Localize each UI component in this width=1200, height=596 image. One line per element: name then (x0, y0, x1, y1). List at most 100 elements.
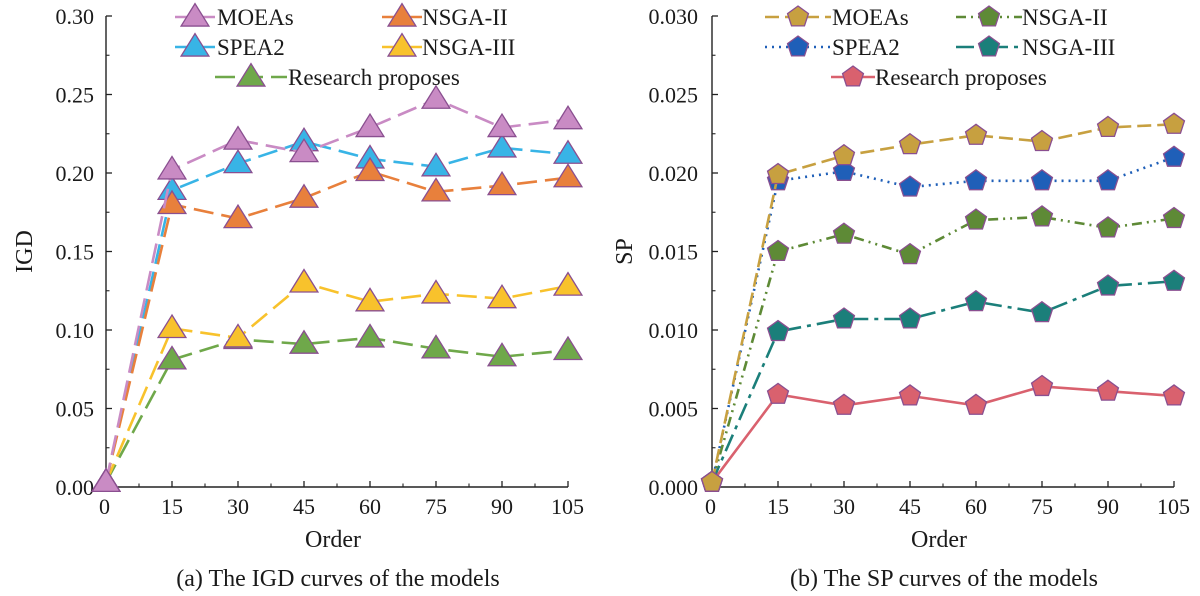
data-point (964, 169, 988, 191)
data-point (766, 319, 790, 342)
x-tick-label: 0 (99, 494, 110, 519)
x-tick-label: 15 (767, 494, 789, 519)
x-tick-label: 30 (833, 494, 855, 519)
y-tick-label: 0.030 (649, 4, 699, 29)
series-line (104, 170, 569, 483)
legend-marker (235, 62, 267, 87)
data-point (898, 175, 922, 197)
data-point (288, 268, 320, 293)
legend-label: MOEAs (832, 5, 909, 30)
data-point (354, 112, 386, 138)
x-tick-label: 15 (161, 494, 183, 519)
x-axis-title: Order (911, 527, 967, 553)
y-tick-label: 0.20 (56, 161, 95, 186)
series-line (710, 385, 1175, 484)
legend-marker (786, 5, 810, 27)
data-point (288, 137, 320, 163)
data-point (964, 393, 988, 415)
series-line (104, 336, 569, 483)
legend-marker (386, 32, 418, 57)
data-point (156, 313, 188, 339)
data-point (832, 307, 856, 329)
series-line (710, 156, 1175, 483)
data-point (222, 203, 254, 229)
chart-caption: (b) The SP curves of the models (790, 566, 1098, 592)
data-point (964, 208, 988, 230)
legend-label: Research proposes (875, 65, 1047, 90)
legend-marker (841, 65, 865, 87)
series-research-proposes (700, 374, 1186, 492)
data-point (1162, 269, 1186, 291)
y-tick-label: 0.00 (56, 475, 95, 500)
legend-marker (977, 5, 1001, 27)
data-point (1096, 216, 1120, 238)
data-point (552, 163, 584, 188)
x-tick-label: 105 (551, 494, 584, 519)
data-point (486, 112, 518, 138)
legend-marker (179, 2, 211, 27)
x-tick-label: 30 (227, 494, 249, 519)
legend-marker (977, 35, 1001, 57)
x-tick-label: 60 (359, 494, 381, 519)
x-tick-label: 60 (965, 494, 987, 519)
data-point (832, 159, 856, 181)
series-nsga-iii (700, 269, 1186, 492)
data-point (222, 323, 254, 348)
data-point (1030, 129, 1054, 152)
series-line (710, 215, 1175, 483)
legend-label: NSGA-II (422, 5, 508, 30)
y-tick-label: 0.25 (56, 83, 95, 108)
data-point (898, 242, 922, 265)
data-point (898, 384, 922, 406)
x-tick-label: 90 (1097, 494, 1119, 519)
chart-igd: 0.00 0.05 0.10 0.15 0.20 0.25 0.30 0 15 30 45 60 75 9… (12, 2, 584, 592)
data-point (1096, 169, 1120, 191)
legend-label: NSGA-III (1022, 35, 1115, 60)
legend-label: MOEAs (217, 5, 294, 30)
data-point (1162, 112, 1186, 134)
data-point (486, 283, 518, 309)
data-point (420, 334, 452, 359)
data-point (1162, 206, 1186, 229)
data-point (552, 271, 584, 296)
legend: MOEAs NSGA-II SPEA2 NSGA-III Research propos… (175, 2, 515, 90)
data-point (898, 307, 922, 329)
data-point (156, 345, 188, 370)
y-tick-label: 0.30 (56, 4, 95, 29)
data-point (766, 382, 790, 404)
data-point (552, 139, 584, 164)
y-tick-label: 0.015 (649, 240, 699, 265)
legend-marker (386, 2, 418, 27)
data-point (222, 125, 254, 150)
data-point (288, 183, 320, 208)
data-point (1030, 300, 1054, 323)
data-point (1096, 379, 1120, 401)
x-tick-label: 105 (1157, 494, 1190, 519)
data-point (766, 162, 790, 185)
data-point (964, 289, 988, 312)
data-point (898, 132, 922, 155)
x-tick-label: 75 (1031, 494, 1053, 519)
series-nsga-ii (700, 205, 1186, 492)
y-tick-label: 0.10 (56, 318, 95, 343)
legend-label: SPEA2 (832, 35, 900, 60)
data-point (832, 143, 856, 166)
data-point (1030, 169, 1054, 191)
data-point (90, 467, 122, 493)
y-tick-label: 0.15 (56, 240, 95, 265)
y-axis-title: IGD (12, 230, 38, 273)
chart-sp: 0.000 0.005 0.010 0.015 0.020 0.025 0.030 0 15 30… (612, 4, 1190, 592)
y-tick-label: 0.05 (56, 397, 95, 422)
series-moeas (90, 84, 584, 493)
data-point (354, 323, 386, 348)
data-point (1096, 274, 1120, 296)
data-point (1162, 384, 1186, 406)
data-point (486, 342, 518, 367)
y-axis-title: SP (612, 238, 638, 265)
data-point (832, 393, 856, 415)
legend-label: SPEA2 (217, 35, 285, 60)
x-tick-label: 75 (425, 494, 447, 519)
data-point (766, 239, 790, 262)
data-point (420, 152, 452, 177)
